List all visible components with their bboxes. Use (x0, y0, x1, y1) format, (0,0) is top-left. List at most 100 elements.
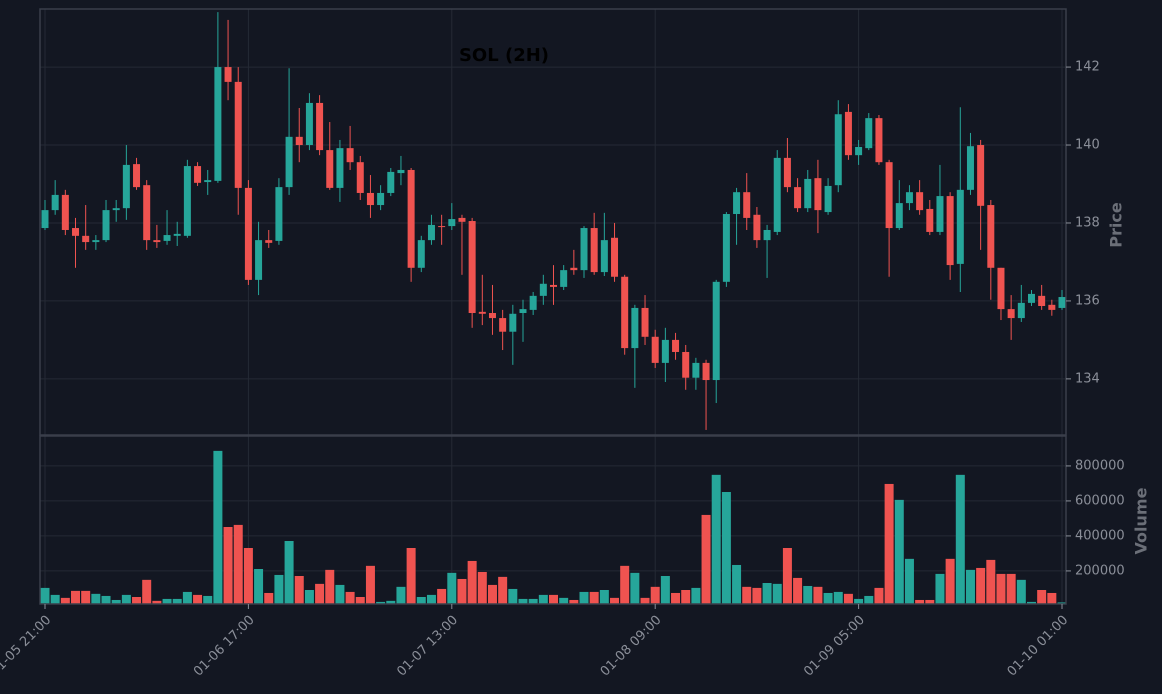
volume-bar (426, 594, 436, 604)
volume-bar (325, 569, 335, 604)
candle-body (234, 81, 242, 188)
candle-body (478, 311, 486, 314)
volume-bar (365, 565, 375, 604)
volume-bar (538, 594, 548, 604)
candle-body (356, 162, 364, 193)
candle-body (285, 136, 293, 188)
volume-bar (782, 548, 792, 604)
volume-bar (152, 600, 162, 604)
volume-bar (528, 598, 538, 604)
candle-body (519, 309, 527, 314)
volume-bar (193, 594, 203, 604)
volume-axis-label: Volume (1132, 487, 1151, 554)
volume-bar (620, 565, 630, 604)
candle-body (387, 171, 395, 193)
candle-body (733, 192, 741, 215)
volume-bar (335, 584, 345, 604)
candle-body (112, 208, 120, 211)
volume-bar (1006, 573, 1016, 604)
volume-bar (986, 559, 996, 604)
candle-body (509, 313, 517, 332)
candle-body (397, 169, 405, 174)
volume-bar (630, 572, 640, 604)
candle-body (631, 307, 639, 349)
volume-bar (355, 597, 365, 604)
candle-body (366, 192, 374, 206)
candle-body (1007, 309, 1015, 319)
candle-body (255, 240, 263, 280)
volume-bar (843, 593, 853, 604)
candle-body (560, 270, 568, 287)
volume-bar (243, 548, 253, 604)
volume-bar (315, 583, 325, 604)
volume-tick-label: 800000 (1075, 458, 1125, 473)
volume-bar (477, 571, 487, 604)
volume-bar (142, 579, 152, 604)
candle-body (651, 336, 659, 363)
volume-bar (132, 597, 142, 604)
volume-bar (294, 576, 304, 604)
volume-bar (304, 590, 314, 604)
candle-body (865, 118, 873, 149)
candle-body (855, 146, 863, 156)
candle-body (804, 178, 812, 209)
candle-body (702, 362, 710, 381)
candle-body (275, 187, 283, 241)
volume-bar (559, 597, 569, 604)
candle-body (895, 203, 903, 229)
candle-body (712, 281, 720, 381)
volume-bar (549, 594, 558, 604)
candle-body (783, 157, 791, 188)
volume-bar (1047, 592, 1057, 604)
candle-body (600, 240, 608, 273)
candle-body (82, 235, 90, 243)
volume-bar (721, 492, 731, 604)
volume-bar (81, 590, 91, 604)
candle-body (224, 67, 232, 82)
volume-bar (640, 597, 650, 604)
volume-bar (1016, 579, 1026, 604)
volume-bar (396, 586, 406, 604)
volume-bar (416, 597, 426, 604)
candle-body (672, 339, 680, 352)
candle-body (41, 210, 49, 229)
candle-body (61, 194, 69, 230)
candle-body (753, 214, 761, 241)
candle-body (499, 318, 507, 332)
candle-body (875, 118, 883, 163)
volume-bar (213, 450, 223, 604)
candle-body (539, 283, 547, 296)
volume-bar (101, 595, 111, 604)
candle-body (987, 205, 995, 268)
candle-body (692, 362, 700, 378)
volume-bar (752, 587, 762, 604)
volume-bar (437, 588, 447, 604)
volume-bar (518, 598, 528, 604)
volume-bar (701, 514, 711, 604)
candle-body (438, 226, 446, 228)
volume-tick-label: 400000 (1075, 528, 1125, 543)
candle-body (316, 102, 324, 151)
candle-body (773, 157, 781, 232)
volume-bar (823, 592, 833, 604)
volume-bar (599, 590, 609, 604)
volume-bar (1026, 601, 1036, 604)
volume-bar (874, 587, 884, 604)
candle-body (844, 111, 852, 156)
volume-bar (111, 599, 121, 604)
candle-body (163, 235, 171, 241)
volume-bar (579, 591, 589, 604)
volume-bar (447, 572, 457, 604)
candle-body (265, 240, 273, 243)
candle-body (448, 219, 456, 227)
volume-bar (711, 474, 721, 604)
volume-bar (457, 578, 467, 604)
volume-bar (172, 598, 182, 604)
candle-body (214, 67, 222, 181)
candle-body (458, 217, 466, 222)
volume-bar (487, 584, 497, 604)
candle-body (295, 136, 303, 146)
volume-bar (864, 595, 874, 604)
candle-body (763, 229, 771, 241)
